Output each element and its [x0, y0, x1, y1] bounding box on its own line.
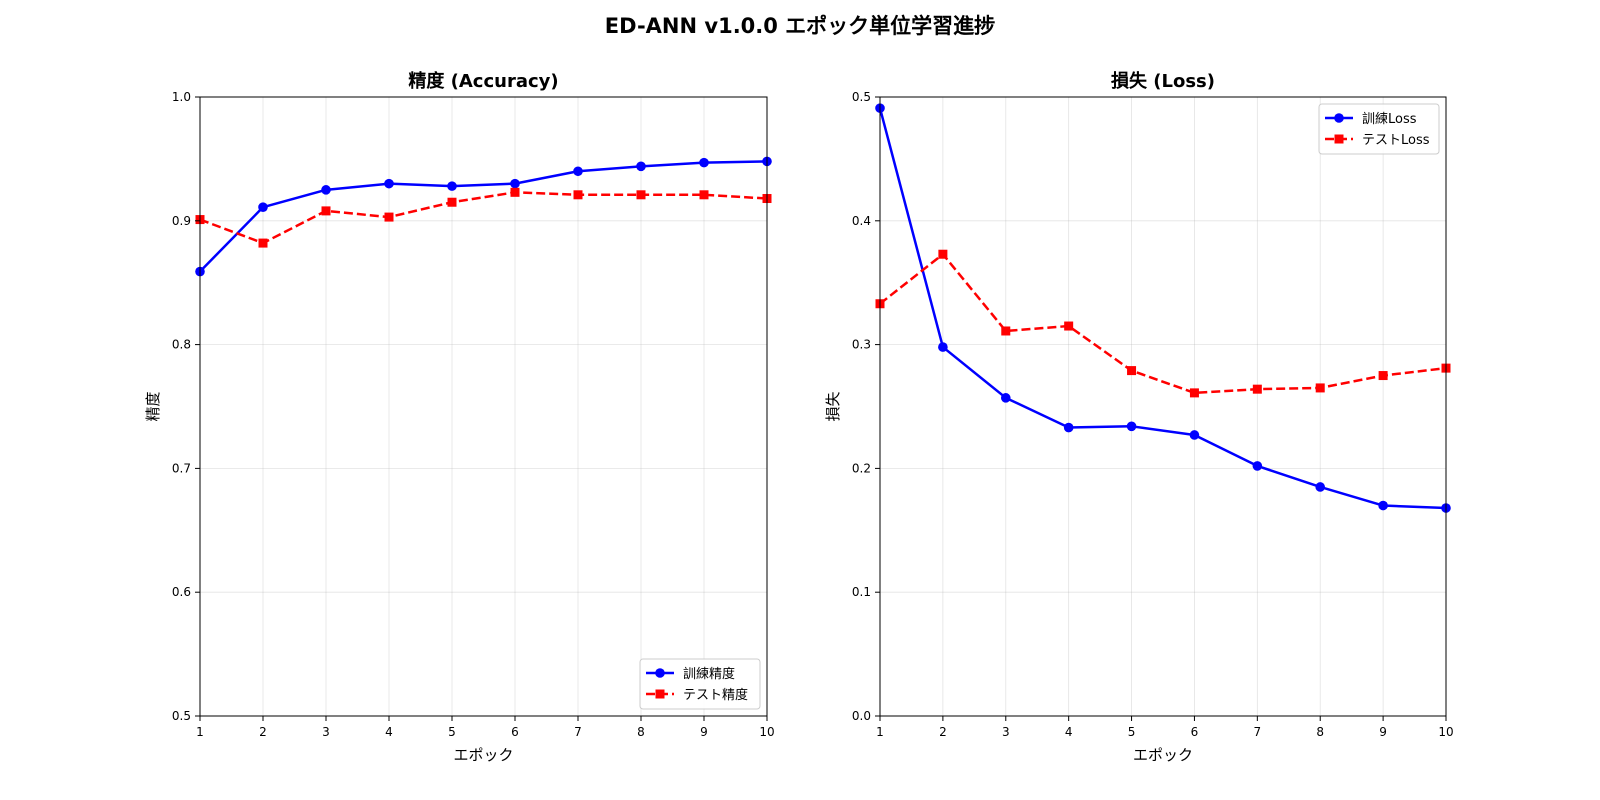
data-point: [1378, 500, 1388, 511]
x-tick-label: 3: [322, 725, 330, 739]
data-point: [258, 238, 268, 248]
series-line-1: [199, 191, 768, 245]
x-tick-label: 6: [511, 725, 519, 739]
data-point: [510, 178, 520, 189]
x-tick-label: 7: [574, 725, 582, 739]
y-tick-label: 0.7: [172, 461, 191, 475]
legend-box: [639, 658, 761, 710]
y-tick-label: 0.4: [852, 214, 871, 228]
data-point: [636, 161, 646, 172]
figure-title: ED-ANN v1.0.0 エポック単位学習進捗: [605, 14, 995, 38]
x-tick-label: 10: [1438, 725, 1453, 739]
y-axis-label: 精度: [144, 391, 162, 421]
chart-title: 損失 (Loss): [1111, 70, 1215, 92]
chart-accuracy: 1 2 3 4 5 6 7 8 9 10 0.5 0.6 0.7 0.8 0.9 1.0 精度 (Accurac…: [144, 70, 775, 764]
data-point: [1000, 393, 1011, 403]
axes-frame: [879, 96, 1447, 717]
data-point: [938, 342, 948, 352]
data-point: [258, 202, 268, 212]
data-point: [1001, 326, 1011, 336]
x-tick-label: 7: [1254, 725, 1262, 739]
series-line-1: [879, 252, 1447, 395]
x-tick-label: 8: [637, 725, 645, 739]
data-point: [573, 190, 583, 200]
x-tick-label: 3: [1002, 725, 1010, 739]
legend-label: テストLoss: [1362, 133, 1430, 148]
x-tick-label: 2: [939, 725, 947, 739]
data-point: [573, 166, 583, 177]
chart-title: 精度 (Accuracy): [408, 70, 558, 92]
legend-box: [1318, 103, 1440, 155]
data-point: [1189, 388, 1199, 398]
x-tick-label: 1: [876, 725, 884, 739]
data-point: [1126, 421, 1137, 432]
data-point: [1315, 482, 1326, 492]
x-tick-label: 4: [385, 725, 393, 739]
legend-marker: [1334, 134, 1344, 144]
data-point: [1064, 321, 1074, 331]
y-tick-label: 0.0: [852, 709, 871, 723]
data-point: [447, 197, 457, 207]
y-tick-label: 0.3: [852, 338, 871, 352]
legend: 訓練Loss テストLoss: [1318, 103, 1440, 155]
legend-label: 訓練Loss: [1362, 111, 1417, 127]
legend-marker: [655, 668, 665, 678]
x-tick-label: 4: [1065, 725, 1073, 739]
x-tick-label: 5: [1128, 725, 1136, 739]
data-point: [1063, 422, 1074, 433]
data-point: [1189, 430, 1200, 440]
data-point: [1315, 383, 1325, 393]
data-point: [699, 157, 709, 168]
x-tick-label: 6: [1191, 725, 1199, 739]
data-point: [1127, 366, 1137, 376]
data-point: [1252, 384, 1262, 394]
data-point: [699, 190, 709, 200]
data-point: [510, 187, 520, 197]
y-tick-label: 0.9: [172, 214, 191, 228]
y-tick-label: 0.2: [852, 461, 871, 475]
data-point: [447, 181, 457, 191]
data-point: [1252, 461, 1263, 471]
data-point: [1378, 371, 1388, 381]
x-tick-label: 2: [259, 725, 267, 739]
legend-marker: [1334, 113, 1344, 123]
x-tick-label: 1: [196, 725, 204, 739]
data-point: [321, 206, 331, 216]
y-tick-label: 0.5: [852, 90, 871, 104]
series-line-0: [878, 107, 1447, 510]
axes-frame: [199, 96, 768, 717]
x-axis-label: エポック: [453, 746, 513, 764]
y-tick-label: 0.6: [172, 585, 191, 599]
x-tick-label: 10: [759, 725, 774, 739]
data-point: [384, 212, 394, 222]
legend-label: 訓練精度: [683, 666, 735, 682]
data-point: [384, 178, 394, 189]
y-tick-label: 0.8: [172, 338, 191, 352]
x-tick-label: 5: [448, 725, 456, 739]
y-tick-label: 0.5: [172, 709, 191, 723]
data-point: [321, 185, 331, 195]
legend-marker: [655, 689, 665, 699]
y-tick-label: 1.0: [172, 90, 191, 104]
y-axis-label: 損失: [824, 391, 842, 421]
x-tick-label: 9: [1379, 725, 1387, 739]
data-point: [938, 249, 948, 259]
data-point: [636, 190, 646, 200]
x-tick-label: 8: [1316, 725, 1324, 739]
series-line-0: [199, 160, 768, 273]
x-axis-label: エポック: [1133, 746, 1193, 764]
chart-loss: 1 2 3 4 5 6 7 8 9 10 0.0 0.1 0.2 0.3 0.4 0.5 損失 (Loss) エポ…: [824, 70, 1454, 764]
x-tick-label: 9: [700, 725, 708, 739]
y-tick-label: 0.1: [852, 585, 871, 599]
legend-label: テスト精度: [683, 687, 748, 703]
